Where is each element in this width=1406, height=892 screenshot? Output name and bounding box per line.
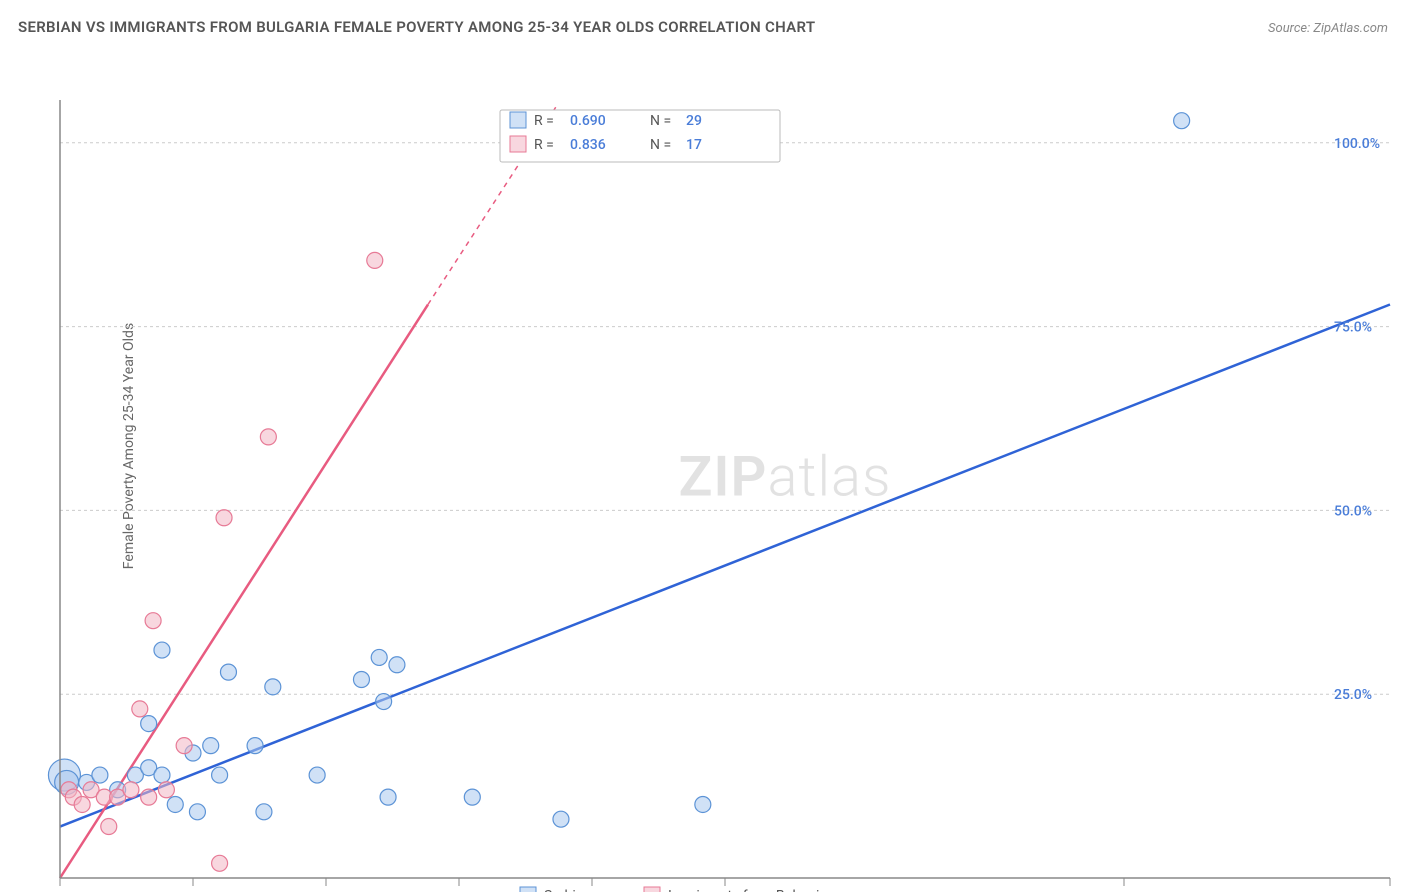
svg-text:N =: N = (650, 137, 671, 153)
svg-text:25.0%: 25.0% (1334, 687, 1372, 703)
data-point (260, 429, 276, 445)
legend-swatch (644, 887, 660, 892)
svg-text:R =: R = (534, 137, 554, 153)
svg-text:29: 29 (686, 113, 702, 129)
data-point (203, 738, 219, 754)
svg-text:N =: N = (650, 113, 671, 129)
data-point (380, 789, 396, 805)
data-point (141, 789, 157, 805)
data-point (216, 510, 232, 526)
svg-text:0.690: 0.690 (570, 113, 606, 129)
data-point (553, 811, 569, 827)
data-point (309, 767, 325, 783)
chart-title: SERBIAN VS IMMIGRANTS FROM BULGARIA FEMA… (18, 18, 815, 36)
data-point (189, 804, 205, 820)
legend-swatch (520, 887, 536, 892)
data-point (154, 767, 170, 783)
data-point (376, 694, 392, 710)
svg-text:100.0%: 100.0% (1334, 136, 1380, 152)
data-point (265, 679, 281, 695)
data-point (256, 804, 272, 820)
svg-text:17: 17 (686, 137, 702, 153)
legend-label: Serbians (544, 888, 598, 892)
svg-text:ZIPatlas: ZIPatlas (679, 444, 892, 510)
chart-source: Source: ZipAtlas.com (1268, 21, 1388, 36)
data-point (367, 252, 383, 268)
data-point (158, 782, 174, 798)
data-point (695, 796, 711, 812)
data-point (74, 796, 90, 812)
data-point (220, 664, 236, 680)
svg-text:50.0%: 50.0% (1334, 503, 1372, 519)
data-point (212, 855, 228, 871)
data-point (145, 613, 161, 629)
data-point (154, 642, 170, 658)
data-point (176, 738, 192, 754)
data-point (167, 796, 183, 812)
chart-area: ZIPatlas0.0%30.0%25.0%50.0%75.0%100.0%R … (0, 50, 1406, 892)
svg-text:0.836: 0.836 (570, 137, 606, 153)
svg-text:75.0%: 75.0% (1334, 320, 1372, 336)
chart-header: SERBIAN VS IMMIGRANTS FROM BULGARIA FEMA… (18, 18, 1388, 36)
data-point (92, 767, 108, 783)
data-point (371, 649, 387, 665)
data-point (353, 671, 369, 687)
legend-label: Immigrants from Bulgaria (668, 888, 827, 892)
data-point (101, 819, 117, 835)
data-point (247, 738, 263, 754)
data-point (212, 767, 228, 783)
data-point (132, 701, 148, 717)
data-point (464, 789, 480, 805)
data-point (123, 782, 139, 798)
data-point (389, 657, 405, 673)
scatter-chart: ZIPatlas0.0%30.0%25.0%50.0%75.0%100.0%R … (0, 50, 1406, 892)
data-point (141, 716, 157, 732)
svg-text:R =: R = (534, 113, 554, 129)
data-point (1174, 113, 1190, 129)
